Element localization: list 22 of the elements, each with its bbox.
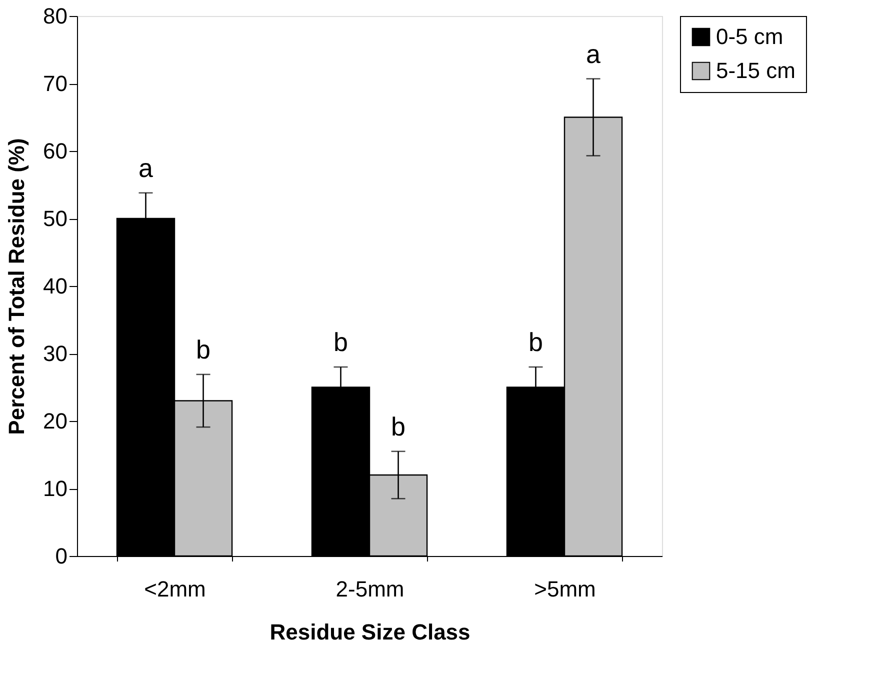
- y-tick-label: 40: [43, 274, 68, 298]
- legend-label: 0-5 cm: [716, 24, 784, 49]
- x-tick-label: 2-5mm: [336, 576, 404, 602]
- x-tick-label: <2mm: [144, 576, 206, 602]
- data-label: b: [334, 327, 348, 357]
- y-tick-label: 0: [55, 544, 68, 568]
- y-tick-label: 70: [43, 71, 68, 96]
- y-tick-label: 20: [43, 408, 68, 434]
- y-tick-label: 30: [43, 341, 68, 366]
- y-tick-label: 50: [43, 206, 68, 231]
- y-tick-label: 60: [43, 138, 68, 164]
- data-label: b: [528, 327, 543, 357]
- data-label: a: [138, 152, 154, 183]
- y-tick-label: 80: [43, 4, 68, 28]
- x-axis-title: Residue Size Class: [270, 620, 470, 644]
- data-label: b: [196, 334, 210, 364]
- x-tick-label: >5mm: [534, 576, 596, 602]
- data-label: a: [586, 38, 602, 69]
- data-label: b: [391, 411, 406, 442]
- legend-label: 5-15 cm: [716, 58, 796, 83]
- y-tick-label: 10: [43, 476, 68, 501]
- y-axis-title: Percent of Total Residue (%): [4, 138, 30, 435]
